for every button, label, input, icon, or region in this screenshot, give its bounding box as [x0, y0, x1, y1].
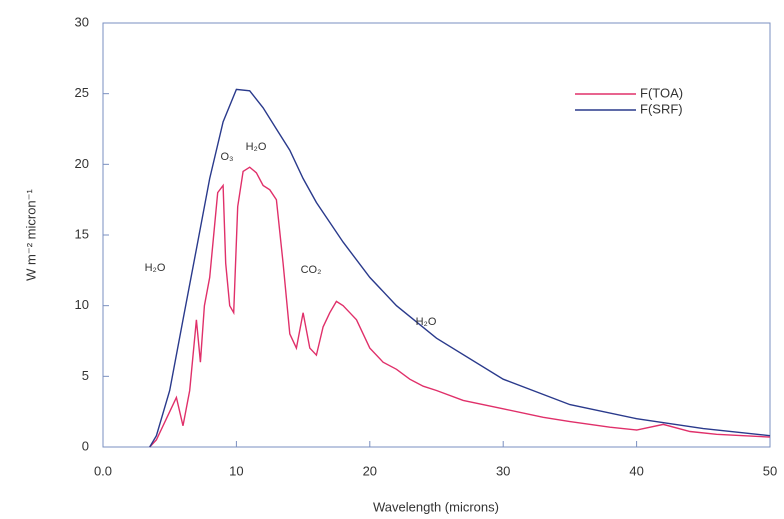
y-tick-label: 5: [82, 368, 89, 383]
y-tick-label: 30: [75, 14, 89, 29]
y-tick-label: 15: [75, 226, 89, 241]
x-tick-label: 40: [629, 463, 643, 478]
x-tick-label: 10: [229, 463, 243, 478]
y-tick-label: 20: [75, 156, 89, 171]
y-tick-label: 0: [82, 438, 89, 453]
x-tick-label: 50: [763, 463, 777, 478]
legend-label: F(TOA): [640, 85, 683, 100]
y-tick-label: 25: [75, 85, 89, 100]
legend-label: F(SRF): [640, 101, 683, 116]
y-tick-label: 10: [75, 297, 89, 312]
annotation: O₃: [220, 151, 233, 163]
x-axis-label: Wavelength (microns): [373, 499, 499, 514]
x-tick-label: 20: [363, 463, 377, 478]
annotation: H₂O: [416, 316, 437, 328]
x-tick-label: 30: [496, 463, 510, 478]
annotation: H₂O: [145, 262, 166, 274]
annotation: CO₂: [301, 264, 322, 276]
x-tick-label: 0.0: [94, 463, 112, 478]
y-axis-label: W m⁻² micron⁻¹: [23, 188, 38, 280]
series-line: [149, 88, 771, 448]
series-line: [149, 166, 771, 448]
annotation: H₂O: [246, 141, 267, 153]
